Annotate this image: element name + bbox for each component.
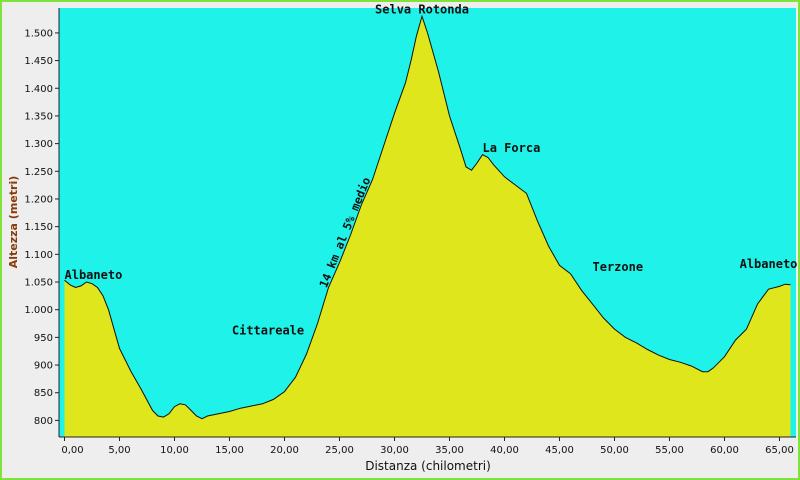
x-tick-label: 40,00 [490,445,519,456]
y-tick-label: 1.300 [24,139,53,150]
annotation-label: Selva Rotonda [375,3,469,17]
y-tick-label: 1.050 [24,278,53,289]
y-tick-label: 1.400 [24,84,53,95]
x-axis-title: Distanza (chilometri) [365,459,491,473]
x-tick-label: 0,00 [61,445,83,456]
annotation-label: Albaneto [65,268,123,282]
x-tick-label: 50,00 [600,445,629,456]
y-axis-ticks: 800 850 900 950 1.000 1.050 1.100 1.150 1.200 1.2… [24,28,59,427]
annotation-label: Terzone [593,260,644,274]
x-tick-label: 65,00 [765,445,794,456]
x-tick-label: 35,00 [435,445,464,456]
x-tick-label: 55,00 [655,445,684,456]
y-axis-title: Altezza (metri) [7,176,20,269]
y-tick-label: 900 [34,361,53,372]
annotation-label: Albaneto [740,257,798,271]
y-tick-label: 1.150 [24,222,53,233]
y-tick-label: 1.100 [24,250,53,261]
x-tick-label: 25,00 [325,445,354,456]
x-tick-label: 15,00 [215,445,244,456]
x-axis-ticks: 0,00 5,00 10,00 15,00 20,00 25,00 30,00 35,00 40… [61,437,794,456]
y-tick-label: 1.500 [24,28,53,39]
x-tick-label: 10,00 [160,445,189,456]
x-tick-label: 45,00 [545,445,574,456]
x-tick-label: 5,00 [108,445,130,456]
x-tick-label: 20,00 [270,445,299,456]
y-tick-label: 950 [34,333,53,344]
y-tick-label: 1.250 [24,167,53,178]
annotation-label: La Forca [483,141,541,155]
elevation-line [64,14,791,420]
y-tick-label: 1.200 [24,194,53,205]
y-tick-label: 850 [34,388,53,399]
y-tick-label: 1.450 [24,56,53,67]
y-tick-label: 1.000 [24,305,53,316]
y-tick-label: 800 [34,416,53,427]
y-tick-label: 1.350 [24,111,53,122]
x-tick-label: 30,00 [380,445,409,456]
elevation-area [64,16,791,438]
annotation-label: Cittareale [232,324,304,338]
x-tick-label: 60,00 [710,445,739,456]
